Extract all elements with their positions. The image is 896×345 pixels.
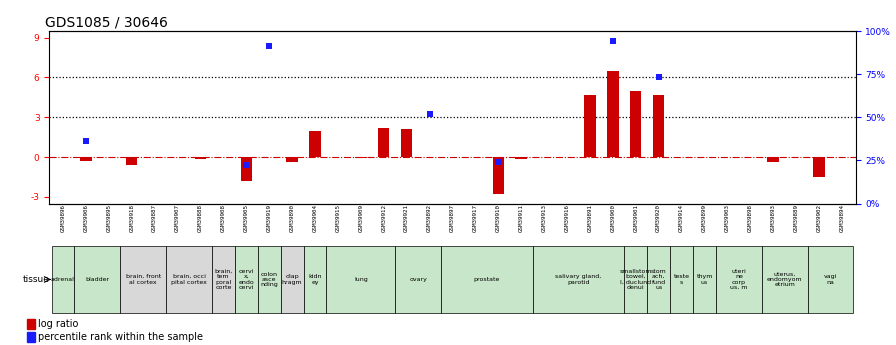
Text: GSM39903: GSM39903 [725,204,730,233]
Text: GSM39890: GSM39890 [289,204,295,233]
Bar [258,246,280,313]
Text: lung: lung [354,277,367,282]
Text: teste
s: teste s [674,274,690,285]
Text: GSM39893: GSM39893 [771,204,776,233]
Text: GSM39911: GSM39911 [519,204,523,233]
Text: vagi
na: vagi na [823,274,837,285]
Text: GSM39921: GSM39921 [404,204,409,233]
Text: cervi
x,
endo
cervi: cervi x, endo cervi [238,269,254,290]
Text: diap
hragm: diap hragm [282,274,303,285]
Bar [768,157,779,162]
Bar [647,246,670,313]
Text: bladder: bladder [85,277,109,282]
Bar [625,246,647,313]
Bar [304,246,326,313]
Bar [395,246,441,313]
Text: GSM39915: GSM39915 [335,204,340,233]
Text: GSM39897: GSM39897 [450,204,455,233]
Text: uterus,
endomyom
etrium: uterus, endomyom etrium [767,272,803,287]
Text: GDS1085 / 30646: GDS1085 / 30646 [46,16,168,30]
Bar [120,246,166,313]
Text: GSM39891: GSM39891 [588,204,592,233]
Text: GSM39904: GSM39904 [313,204,317,233]
Bar [378,128,390,157]
Text: GSM39889: GSM39889 [794,204,798,233]
Text: brain, occi
pital cortex: brain, occi pital cortex [171,274,207,285]
Bar [441,246,532,313]
Bar [653,95,665,157]
Bar [280,246,304,313]
Bar [532,246,625,313]
Bar [27,332,35,342]
Text: GSM39895: GSM39895 [107,204,111,233]
Bar [693,246,716,313]
Bar [607,71,618,157]
Text: GSM39905: GSM39905 [244,204,249,233]
Text: GSM39892: GSM39892 [427,204,432,233]
Text: GSM39916: GSM39916 [564,204,570,233]
Text: GSM39899: GSM39899 [702,204,707,233]
Text: GSM39913: GSM39913 [541,204,547,233]
Text: GSM39909: GSM39909 [358,204,364,233]
Bar [309,130,321,157]
Text: thym
us: thym us [696,274,712,285]
Bar [814,157,824,177]
Text: ovary: ovary [409,277,427,282]
Bar [630,91,642,157]
Bar [166,246,212,313]
Text: GSM39887: GSM39887 [152,204,157,233]
Text: GSM39908: GSM39908 [221,204,226,233]
Bar [212,246,235,313]
Bar [670,246,693,313]
Bar [126,157,137,165]
Text: kidn
ey: kidn ey [308,274,322,285]
Bar [515,157,527,159]
Text: GSM39898: GSM39898 [748,204,753,233]
Text: smallstom
bowel,
I, duclund
denui: smallstom bowel, I, duclund denui [619,269,652,290]
Text: GSM39888: GSM39888 [198,204,203,233]
Bar [326,246,395,313]
Text: percentile rank within the sample: percentile rank within the sample [38,332,202,342]
Text: adrenal: adrenal [51,277,75,282]
Text: GSM39896: GSM39896 [61,204,65,233]
Bar [287,157,297,162]
Text: GSM39910: GSM39910 [495,204,501,233]
Bar [355,157,366,158]
Text: GSM39907: GSM39907 [175,204,180,233]
Bar [27,319,35,329]
Text: GSM39918: GSM39918 [129,204,134,233]
Text: GSM39919: GSM39919 [267,204,271,233]
Bar [235,246,258,313]
Text: GSM39914: GSM39914 [679,204,684,233]
Text: salivary gland,
parotid: salivary gland, parotid [556,274,601,285]
Text: prostate: prostate [474,277,500,282]
Text: uteri
ne
corp
us, m: uteri ne corp us, m [730,269,747,290]
Text: GSM39901: GSM39901 [633,204,638,233]
Bar [762,246,807,313]
Bar [584,95,596,157]
Text: log ratio: log ratio [38,319,78,329]
Bar [74,246,120,313]
Text: GSM39902: GSM39902 [816,204,822,233]
Bar [807,246,853,313]
Bar [493,157,504,194]
Text: GSM39906: GSM39906 [83,204,89,233]
Text: GSM39900: GSM39900 [610,204,616,233]
Text: GSM39920: GSM39920 [656,204,661,233]
Text: GSM39894: GSM39894 [840,204,844,233]
Bar [81,157,91,161]
Text: GSM39917: GSM39917 [473,204,478,233]
Text: colon
asce
nding: colon asce nding [261,272,278,287]
Bar [52,246,74,313]
Bar [194,157,206,159]
Text: brain, front
al cortex: brain, front al cortex [125,274,161,285]
Text: brain,
tem
poral
corte: brain, tem poral corte [214,269,233,290]
Bar [401,129,412,157]
Text: GSM39912: GSM39912 [382,204,386,233]
Bar [240,157,252,181]
Bar [716,246,762,313]
Text: tissue: tissue [23,275,50,284]
Text: stom
ach,
fund
us: stom ach, fund us [650,269,667,290]
